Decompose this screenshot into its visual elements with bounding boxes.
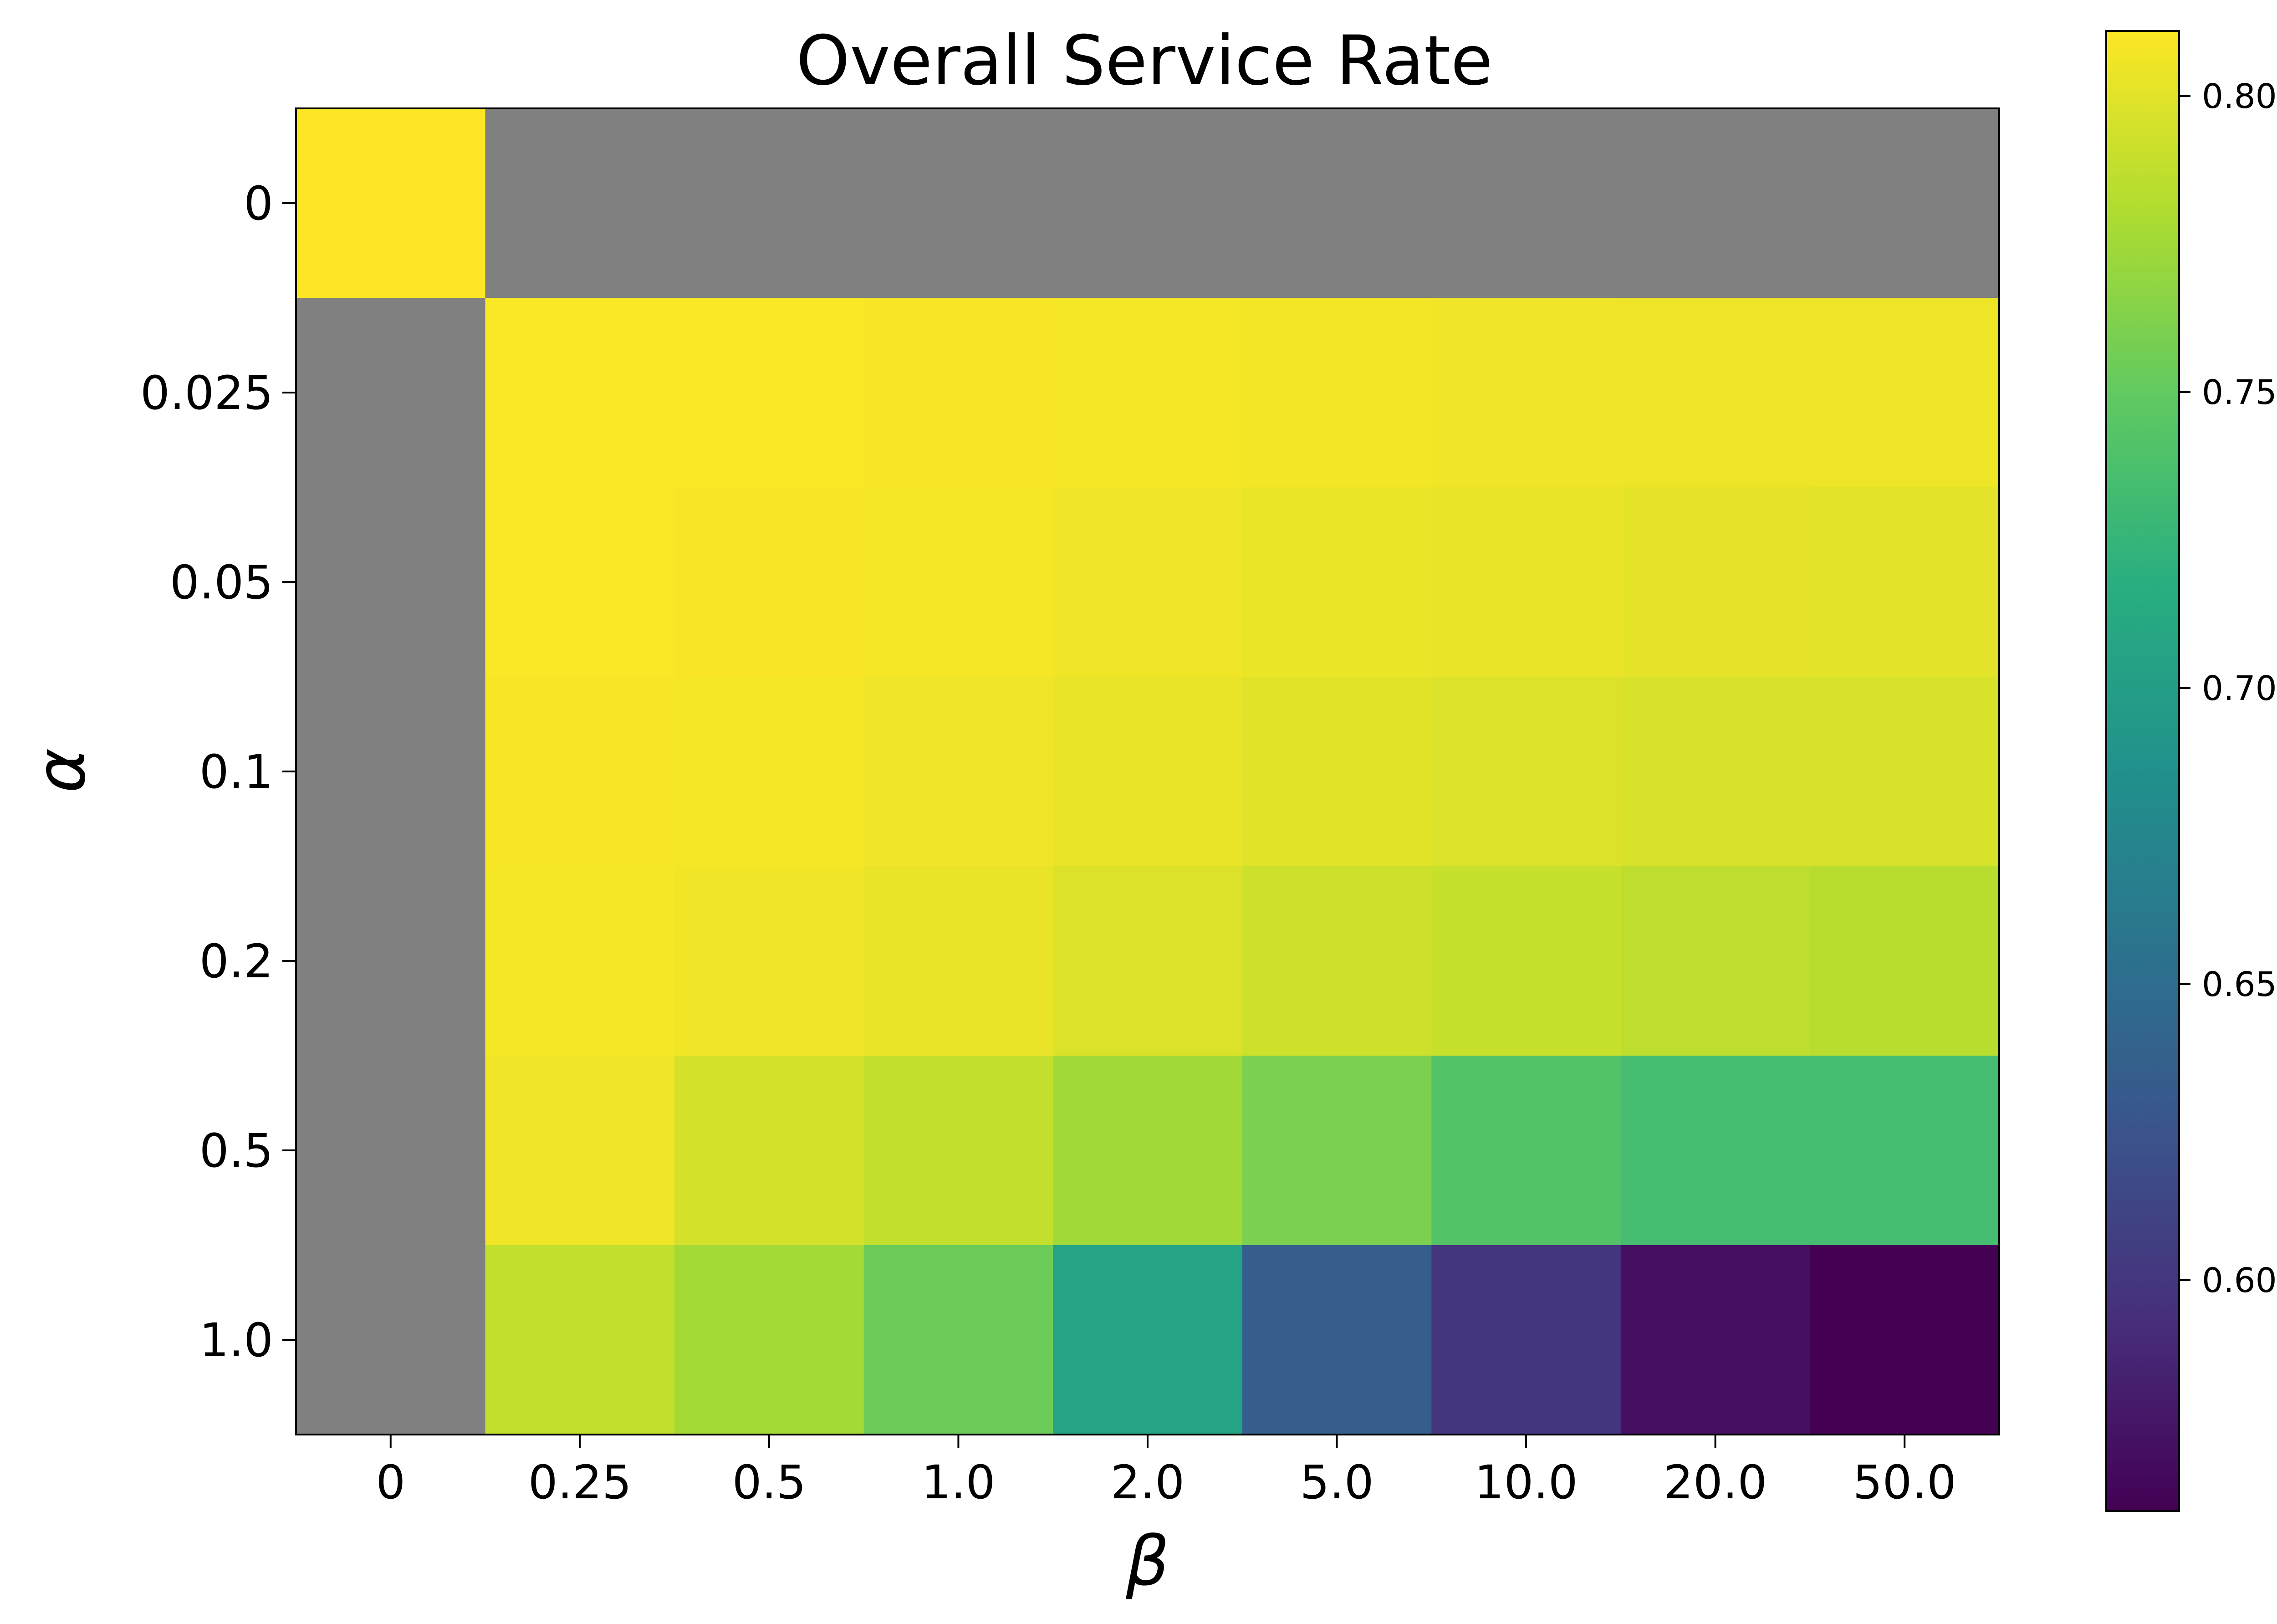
heatmap-cell (485, 1056, 675, 1246)
x-tick-label: 50.0 (1853, 1455, 1956, 1510)
y-tick-label: 1.0 (199, 1313, 273, 1368)
x-axis-ticks: 0 0.25 0.5 1.0 2.0 5.0 10.0 20.0 50.0 (376, 1435, 1956, 1510)
y-tick-label: 0.025 (140, 366, 273, 420)
heatmap-cell (1431, 1245, 1621, 1435)
heatmap-cell (674, 108, 864, 298)
heatmap-cell (1053, 866, 1243, 1056)
chart-title: Overall Service Rate (796, 21, 1493, 101)
heatmap-cell (1810, 677, 2000, 867)
heatmap-cell (1620, 866, 1811, 1056)
heatmap-cell (674, 298, 864, 488)
heatmap-cell (485, 108, 675, 298)
heatmap-cell (485, 298, 675, 488)
y-tick-label: 0.2 (199, 935, 273, 989)
colorbar-tick-label: 0.65 (2202, 965, 2277, 1004)
heatmap-cell (1053, 1245, 1243, 1435)
heatmap-cell (296, 866, 486, 1056)
heatmap-cell (1620, 1056, 1811, 1246)
heatmap-cell (863, 108, 1053, 298)
heatmap-cell (1431, 1056, 1621, 1246)
heatmap-cell (674, 1245, 864, 1435)
heatmap-cell (863, 298, 1053, 488)
x-tick-label: 0.25 (528, 1455, 632, 1510)
colorbar-ticks: 0.60 0.65 0.70 0.75 0.80 (2179, 77, 2277, 1300)
heatmap-cell (1620, 108, 1811, 298)
colorbar-tick-label: 0.75 (2202, 373, 2277, 412)
heatmap-cell (485, 677, 675, 867)
heatmap-cell (674, 677, 864, 867)
heatmap-cell (1620, 1245, 1811, 1435)
x-tick-label: 0.5 (732, 1455, 806, 1510)
heatmap-cell (1810, 1245, 2000, 1435)
heatmap-cell (1053, 487, 1243, 677)
x-tick-label: 10.0 (1475, 1455, 1578, 1510)
heatmap-cell (296, 1245, 486, 1435)
x-tick-label: 1.0 (921, 1455, 995, 1510)
heatmap-cell (1620, 677, 1811, 867)
colorbar (2105, 30, 2180, 1512)
heatmap-cell (1620, 487, 1811, 677)
x-axis-label: β (1125, 1522, 1169, 1601)
y-tick-label: 0 (244, 177, 273, 231)
heatmap-cell (1242, 108, 1432, 298)
y-tick-label: 0.05 (170, 556, 273, 610)
heatmap-cell (1620, 298, 1811, 488)
heatmap-cell (863, 866, 1053, 1056)
heatmap-cell (1242, 866, 1432, 1056)
heatmap-cell (1053, 1056, 1243, 1246)
heatmap-cell (485, 866, 675, 1056)
heatmap-cell (1242, 1056, 1432, 1246)
colorbar-tick-label: 0.80 (2202, 77, 2277, 116)
x-tick-label: 20.0 (1664, 1455, 1767, 1510)
heatmap-cell (296, 1056, 486, 1246)
heatmap-cell (1431, 108, 1621, 298)
heatmap-cell (863, 1056, 1053, 1246)
colorbar-tick-label: 0.70 (2202, 669, 2277, 708)
x-tick-label: 2.0 (1111, 1455, 1184, 1510)
heatmap-cell (485, 1245, 675, 1435)
heatmap-cell (1810, 866, 2000, 1056)
x-tick-label: 5.0 (1300, 1455, 1373, 1510)
heatmap-cell (1810, 1056, 2000, 1246)
heatmap-cell (1810, 108, 2000, 298)
heatmap-cell (296, 108, 486, 298)
heatmap-cell (863, 487, 1053, 677)
heatmap-cell (1242, 487, 1432, 677)
heatmap-cell (1431, 677, 1621, 867)
heatmap-cell (863, 1245, 1053, 1435)
heatmap-cell (1242, 677, 1432, 867)
heatmap-cell (1053, 298, 1243, 488)
colorbar-tick-label: 0.60 (2202, 1261, 2277, 1300)
heatmap-cell (1810, 298, 2000, 488)
heatmap-cells (296, 108, 2000, 1435)
heatmap-cell (1810, 487, 2000, 677)
heatmap-cell (863, 677, 1053, 867)
heatmap-cell (296, 298, 486, 488)
heatmap-cell (296, 487, 486, 677)
heatmap-cell (485, 487, 675, 677)
heatmap-cell (674, 487, 864, 677)
heatmap-cell (1431, 866, 1621, 1056)
y-tick-label: 0.1 (199, 745, 273, 799)
heatmap-cell (674, 866, 864, 1056)
heatmap-cell (1053, 677, 1243, 867)
heatmap-cell (1053, 108, 1243, 298)
heatmap-cell (1242, 298, 1432, 488)
heatmap-cell (1242, 1245, 1432, 1435)
y-axis-label: α (21, 748, 101, 793)
heatmap-cell (296, 677, 486, 867)
y-axis-ticks: 0 0.025 0.05 0.1 0.2 0.5 1.0 (140, 177, 296, 1368)
heatmap-cell (674, 1056, 864, 1246)
heatmap-cell (1431, 487, 1621, 677)
x-tick-label: 0 (376, 1455, 405, 1510)
heatmap-cell (1431, 298, 1621, 488)
y-tick-label: 0.5 (199, 1124, 273, 1178)
